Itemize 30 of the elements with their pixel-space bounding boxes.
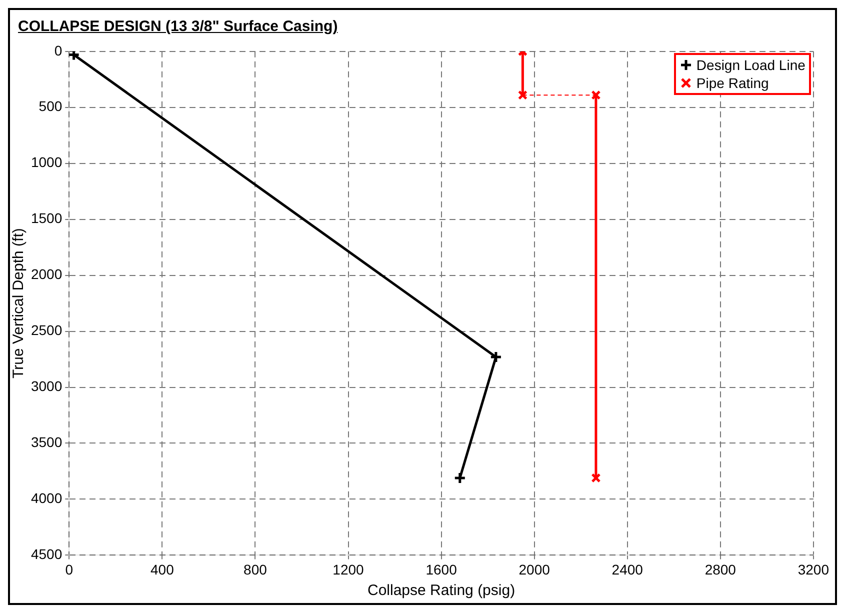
y-tick-label: 3500 bbox=[30, 434, 62, 450]
x-tick-label: 2800 bbox=[704, 561, 736, 578]
point bbox=[591, 90, 601, 100]
x-tick-label: 800 bbox=[244, 561, 268, 578]
legend-label: Design Load Line bbox=[696, 56, 806, 74]
chart-title: COLLAPSE DESIGN (13 3/8" Surface Casing) bbox=[17, 17, 339, 37]
y-tick-label: 0 bbox=[54, 42, 62, 58]
y-axis-title: True Vertical Depth (ft) bbox=[10, 228, 28, 378]
point bbox=[591, 473, 601, 483]
x-tick-label: 0 bbox=[65, 561, 74, 578]
point bbox=[69, 51, 80, 62]
y-tick-label: 2000 bbox=[30, 266, 62, 282]
x-tick-label: 1600 bbox=[426, 561, 458, 578]
point bbox=[490, 350, 502, 364]
x-tick-label: 1200 bbox=[332, 561, 364, 578]
legend-label: Pipe Rating bbox=[696, 74, 769, 92]
point bbox=[454, 472, 466, 484]
y-tick-label: 4000 bbox=[30, 490, 62, 506]
x-tick-label: 2000 bbox=[518, 561, 550, 578]
y-tick-label: 4500 bbox=[30, 546, 62, 562]
y-tick-label: 3000 bbox=[30, 378, 62, 394]
y-tick-label: 500 bbox=[38, 98, 62, 114]
x-tick-label: 3200 bbox=[798, 561, 830, 578]
y-tick-label: 1000 bbox=[30, 154, 62, 170]
y-tick-label: 1500 bbox=[30, 210, 62, 226]
y-tick-label: 2500 bbox=[30, 322, 62, 338]
x-axis-title: Collapse Rating (psig) bbox=[367, 582, 516, 600]
x-tick-label: 2400 bbox=[612, 561, 644, 578]
x-tick-label: 400 bbox=[150, 561, 174, 578]
point bbox=[518, 90, 528, 100]
